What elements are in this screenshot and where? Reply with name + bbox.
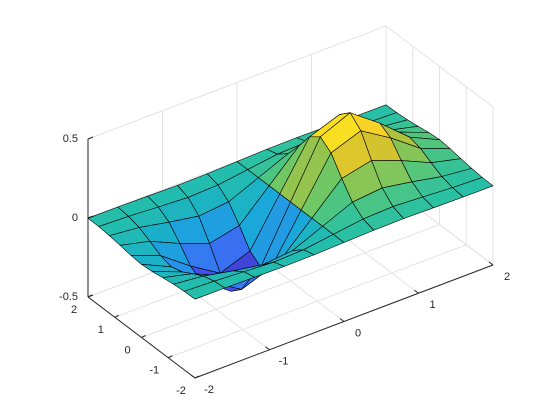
x-tick bbox=[190, 374, 196, 379]
grid-line bbox=[385, 25, 494, 108]
x-tick-label: 0 bbox=[355, 327, 361, 339]
y-tick-label: 1 bbox=[98, 324, 104, 336]
y-tick-label: -1 bbox=[149, 365, 159, 377]
x-tick bbox=[488, 261, 494, 266]
x-tick bbox=[339, 318, 345, 322]
z-tick bbox=[87, 294, 94, 298]
z-tick-label: 0 bbox=[72, 212, 78, 224]
z-tick-label: -0.5 bbox=[59, 291, 78, 303]
x-tick-label: -1 bbox=[279, 356, 289, 368]
y-tick bbox=[141, 335, 146, 338]
z-tick bbox=[87, 136, 94, 140]
surface-patch bbox=[184, 280, 226, 300]
y-tick bbox=[194, 375, 200, 379]
grid-line bbox=[87, 25, 387, 140]
x-tick-label: -2 bbox=[204, 384, 214, 396]
x-tick-label: 1 bbox=[429, 299, 435, 311]
y-tick-label: 0 bbox=[124, 344, 130, 356]
grid-line bbox=[141, 224, 440, 338]
grid-line bbox=[168, 244, 467, 359]
x-tick bbox=[414, 289, 419, 294]
z-tick-label: 0.5 bbox=[63, 133, 78, 145]
y-tick-label: -2 bbox=[176, 385, 186, 397]
x-tick-label: 2 bbox=[504, 271, 510, 283]
y-tick-label: 2 bbox=[71, 304, 77, 316]
x-tick bbox=[265, 346, 270, 351]
y-tick bbox=[114, 314, 119, 318]
y-tick bbox=[168, 355, 173, 359]
